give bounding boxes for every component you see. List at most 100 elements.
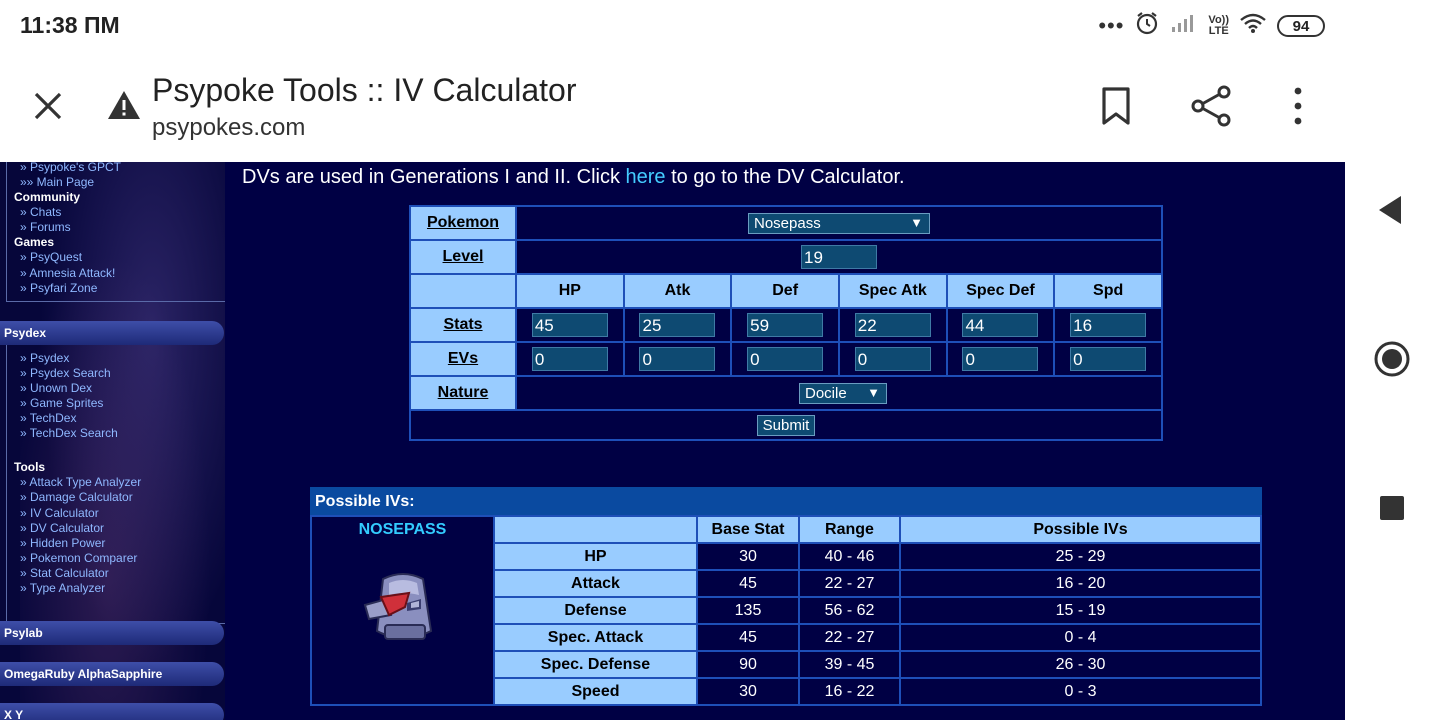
dropdown-arrow-icon: ▼: [910, 214, 923, 230]
level-input[interactable]: 19: [801, 245, 877, 269]
wifi-icon: [1239, 12, 1267, 40]
sidebar-group-games: Games: [14, 235, 55, 249]
share-icon[interactable]: [1190, 84, 1234, 128]
range: 39 - 45: [798, 650, 901, 679]
ev-input-def[interactable]: 0: [747, 347, 824, 371]
site-sidebar: » Psypoke's GPCT »» Main Page Community …: [0, 162, 225, 720]
range: 22 - 27: [798, 569, 901, 598]
sidebar-link-dv-calculator[interactable]: » DV Calculator: [20, 521, 105, 535]
ev-input-spatk[interactable]: 0: [854, 347, 931, 371]
network-type: Vo)) LTE: [1208, 14, 1229, 37]
intro-after: to go to the DV Calculator.: [665, 166, 905, 188]
stat-header: Spec Atk: [837, 273, 948, 309]
intro-before: DVs are used in Generations I and II. Cl…: [242, 166, 626, 188]
sidebar-link-gpct[interactable]: » Psypoke's GPCT: [20, 162, 121, 174]
bookmark-icon[interactable]: [1098, 86, 1134, 126]
android-nav-bar: [1345, 0, 1440, 720]
ev-input-hp[interactable]: 0: [531, 347, 608, 371]
more-icon[interactable]: [1285, 86, 1311, 126]
pokemon-name: NOSEPASS: [358, 521, 447, 538]
pokemon-sprite: [312, 569, 493, 654]
iv-calculator-form: Pokemon Nosepass ▼ Level 19 HP Atk Def Sp…: [409, 205, 1163, 441]
evs-label[interactable]: EVs: [409, 341, 517, 377]
sidebar-link-type-analyzer[interactable]: » Type Analyzer: [20, 581, 106, 595]
sidebar-link-psydex-search[interactable]: » Psydex Search: [20, 366, 111, 380]
range: 22 - 27: [798, 623, 901, 652]
range-header: Range: [798, 515, 901, 544]
sidebar-link-techdex[interactable]: » TechDex: [20, 411, 77, 425]
dropdown-arrow-icon: ▼: [867, 384, 880, 400]
alarm-icon: [1134, 10, 1160, 42]
stat-input-spd[interactable]: 16: [1070, 313, 1147, 337]
sidebar-link-forums[interactable]: » Forums: [20, 220, 71, 234]
possible-ivs-header: Possible IVs: [899, 515, 1262, 544]
ev-input-atk[interactable]: 0: [639, 347, 716, 371]
sidebar-link-unown-dex[interactable]: » Unown Dex: [20, 381, 93, 395]
nature-select[interactable]: Docile ▼: [799, 382, 887, 404]
range: 40 - 46: [798, 542, 901, 571]
sidebar-link-damage-calculator[interactable]: » Damage Calculator: [20, 490, 133, 504]
level-label[interactable]: Level: [409, 239, 517, 275]
stat-name-header: [493, 515, 698, 544]
warning-icon[interactable]: [106, 88, 142, 122]
base-stat: 45: [696, 623, 800, 652]
table-row: Spec. Defense 90 39 - 45 26 - 30: [311, 650, 1262, 679]
possible-ivs: 16 - 20: [899, 569, 1262, 598]
sidebar-link-psyfari-zone[interactable]: » Psyfari Zone: [20, 281, 98, 295]
stat-header: Spd: [1053, 273, 1163, 309]
dv-calculator-link[interactable]: here: [625, 166, 666, 188]
stat-input-hp[interactable]: 45: [531, 313, 608, 337]
page-url[interactable]: psypokes.com: [152, 114, 306, 141]
ev-input-spdef[interactable]: 0: [962, 347, 1039, 371]
sidebar-link-pokemon-comparer[interactable]: » Pokemon Comparer: [20, 551, 138, 565]
stats-label[interactable]: Stats: [409, 307, 517, 343]
sidebar-link-stat-calculator[interactable]: » Stat Calculator: [20, 566, 109, 580]
sidebar-link-iv-calculator[interactable]: » IV Calculator: [20, 506, 99, 520]
results-title: Possible IVs:: [310, 487, 1262, 515]
sidebar-link-game-sprites[interactable]: » Game Sprites: [20, 396, 104, 410]
range: 16 - 22: [798, 677, 901, 706]
stat-name: Spec. Defense: [493, 650, 698, 679]
sidebar-header-xy[interactable]: X Y: [0, 703, 224, 720]
table-row: HP 30 40 - 46 25 - 29: [311, 542, 1262, 571]
sidebar-link-hidden-power[interactable]: » Hidden Power: [20, 536, 106, 550]
stat-name: Defense: [493, 596, 698, 625]
ev-input-spd[interactable]: 0: [1070, 347, 1147, 371]
close-icon[interactable]: [28, 86, 68, 126]
possible-ivs: 26 - 30: [899, 650, 1262, 679]
base-stat: 45: [696, 569, 800, 598]
nature-label[interactable]: Nature: [409, 375, 517, 411]
sidebar-link-amnesia-attack[interactable]: » Amnesia Attack!: [20, 266, 116, 280]
pokemon-cell: NOSEPASS: [310, 515, 495, 706]
table-row: Defense 135 56 - 62 15 - 19: [311, 596, 1262, 625]
status-bar: 11:38 ПМ ••• Vo)) LTE 94: [0, 0, 1345, 50]
browser-toolbar: Psypoke Tools :: IV Calculator psypokes.…: [0, 50, 1345, 162]
sidebar-header-psylab[interactable]: Psylab: [0, 621, 224, 645]
sidebar-link-psyquest[interactable]: » PsyQuest: [20, 250, 83, 264]
notification-dots-icon: •••: [1098, 13, 1125, 38]
stat-input-atk[interactable]: 25: [639, 313, 716, 337]
possible-ivs: 25 - 29: [899, 542, 1262, 571]
sidebar-link-main-page[interactable]: »» Main Page: [20, 175, 95, 189]
stat-input-spatk[interactable]: 22: [854, 313, 931, 337]
stat-name: Speed: [493, 677, 698, 706]
home-icon[interactable]: [1373, 340, 1411, 378]
sidebar-header-oras[interactable]: OmegaRuby AlphaSapphire: [0, 662, 224, 686]
pokemon-label[interactable]: Pokemon: [409, 205, 517, 241]
stat-input-spdef[interactable]: 44: [962, 313, 1039, 337]
pokemon-select[interactable]: Nosepass ▼: [748, 212, 930, 234]
sidebar-link-attack-type-analyzer[interactable]: » Attack Type Analyzer: [20, 475, 142, 489]
sidebar-link-chats[interactable]: » Chats: [20, 205, 62, 219]
signal-icon: [1170, 12, 1198, 40]
stat-name: Attack: [493, 569, 698, 598]
back-icon[interactable]: [1377, 194, 1403, 226]
sidebar-header-psydex[interactable]: Psydex: [0, 321, 224, 345]
stat-header: HP: [515, 273, 625, 309]
stat-input-def[interactable]: 59: [747, 313, 824, 337]
sidebar-link-techdex-search[interactable]: » TechDex Search: [20, 426, 118, 440]
battery-icon: 94: [1277, 15, 1325, 37]
recent-apps-icon[interactable]: [1380, 496, 1404, 520]
sidebar-link-psydex[interactable]: » Psydex: [20, 351, 70, 365]
submit-button[interactable]: Submit: [756, 414, 816, 436]
base-stat-header: Base Stat: [696, 515, 800, 544]
